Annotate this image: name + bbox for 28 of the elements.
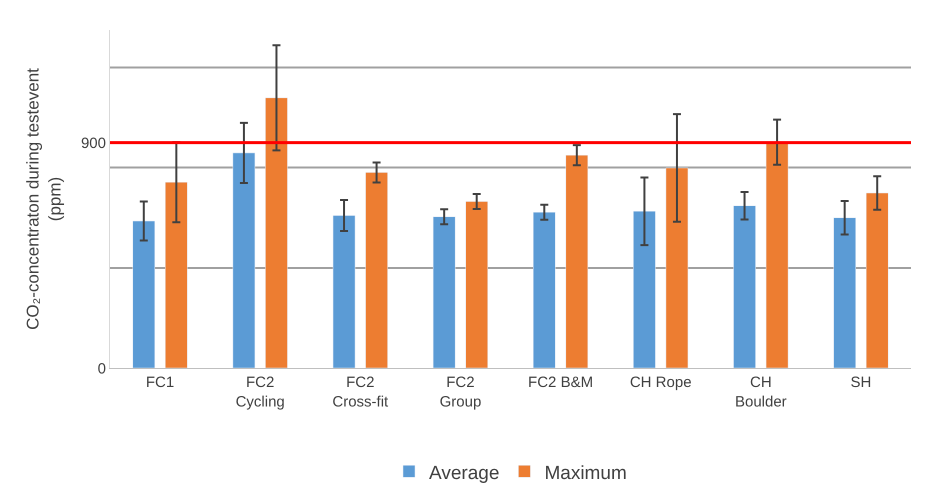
x-tick-label: FC2 Group bbox=[440, 374, 482, 410]
bar bbox=[432, 216, 456, 368]
bar bbox=[132, 220, 156, 368]
bar bbox=[533, 212, 556, 368]
y-tick-label: 900 bbox=[80, 134, 106, 152]
x-tick-label: CH Boulder bbox=[734, 374, 787, 410]
legend-label: Maximum bbox=[544, 462, 627, 484]
bar bbox=[365, 172, 388, 368]
bar bbox=[866, 192, 888, 368]
y-tick-label: 0 bbox=[98, 360, 106, 378]
bar bbox=[165, 182, 188, 368]
bar bbox=[566, 154, 588, 368]
bar bbox=[265, 98, 288, 368]
legend-label: Average bbox=[429, 462, 500, 484]
x-tick-label: FC1 bbox=[146, 374, 174, 391]
x-tick-label: CH Rope bbox=[630, 374, 692, 391]
bar bbox=[733, 206, 756, 368]
bar bbox=[666, 168, 688, 368]
bar bbox=[232, 152, 256, 368]
x-tick-label: SH bbox=[850, 374, 872, 391]
x-tick-label: FC2 B&M bbox=[528, 374, 594, 391]
x-tick-label: FC2 Cross-fit bbox=[332, 374, 390, 410]
bar bbox=[332, 215, 356, 368]
bar bbox=[465, 201, 488, 368]
bar bbox=[833, 218, 856, 368]
bar bbox=[633, 211, 656, 368]
y-axis-title: CO₂-concentraton during testevent (ppm) bbox=[23, 68, 65, 330]
x-tick-label: FC2 Cycling bbox=[236, 374, 285, 410]
